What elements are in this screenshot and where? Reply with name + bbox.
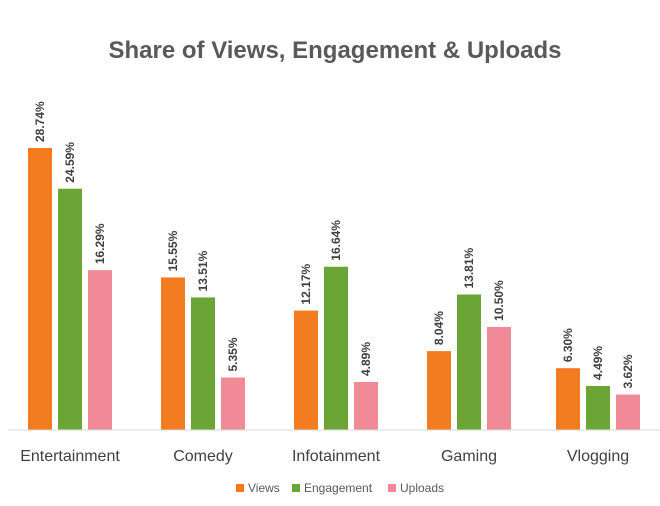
data-labels-group: 28.74% 15.55% 12.17% 8.04% 6.30% 24.59% 13.51%… xyxy=(33,101,635,389)
data-label-views-entertainment: 28.74% xyxy=(33,101,47,142)
data-label-engagement-gaming: 13.81% xyxy=(462,247,476,288)
data-label-uploads-vlogging: 3.62% xyxy=(621,354,635,388)
bar-views-entertainment xyxy=(28,148,52,430)
category-label-entertainment: Entertainment xyxy=(20,448,120,465)
data-label-views-gaming: 8.04% xyxy=(432,311,446,345)
legend: Views Engagement Uploads xyxy=(236,481,444,495)
data-label-uploads-comedy: 5.35% xyxy=(226,337,240,371)
bar-uploads-comedy xyxy=(221,377,245,430)
bar-engagement-entertainment xyxy=(58,188,82,430)
category-label-gaming: Gaming xyxy=(441,448,497,465)
legend-label-uploads: Uploads xyxy=(400,481,444,495)
category-label-comedy: Comedy xyxy=(173,448,233,465)
chart-title: Share of Views, Engagement & Uploads xyxy=(109,37,562,64)
data-label-uploads-gaming: 10.50% xyxy=(492,280,506,321)
bar-engagement-gaming xyxy=(457,294,481,430)
bar-uploads-entertainment xyxy=(88,270,112,430)
bars-group xyxy=(28,148,640,430)
data-label-engagement-comedy: 13.51% xyxy=(196,250,210,291)
data-label-engagement-infotainment: 16.64% xyxy=(329,220,343,261)
bar-uploads-gaming xyxy=(487,326,511,430)
legend-swatch-uploads xyxy=(388,484,396,492)
data-label-uploads-infotainment: 4.89% xyxy=(359,342,373,376)
bar-engagement-vlogging xyxy=(586,385,610,430)
bar-uploads-infotainment xyxy=(354,382,378,430)
data-label-engagement-vlogging: 4.49% xyxy=(591,346,605,380)
category-labels-group: Entertainment Comedy Infotainment Gaming Vlo… xyxy=(20,448,629,465)
data-label-views-vlogging: 6.30% xyxy=(561,328,575,362)
data-label-views-comedy: 15.55% xyxy=(166,230,180,271)
bar-views-comedy xyxy=(161,277,185,430)
bar-views-vlogging xyxy=(556,368,580,430)
bar-engagement-infotainment xyxy=(324,266,348,430)
legend-label-engagement: Engagement xyxy=(304,481,373,495)
bar-engagement-comedy xyxy=(191,297,215,430)
bar-views-gaming xyxy=(427,351,451,430)
category-label-infotainment: Infotainment xyxy=(292,448,381,465)
category-label-vlogging: Vlogging xyxy=(567,448,629,465)
legend-label-views: Views xyxy=(248,481,280,495)
legend-swatch-views xyxy=(236,484,244,492)
data-label-views-infotainment: 12.17% xyxy=(299,264,313,305)
legend-swatch-engagement xyxy=(292,484,300,492)
bar-views-infotainment xyxy=(294,310,318,430)
bar-uploads-vlogging xyxy=(616,394,640,430)
data-label-uploads-entertainment: 16.29% xyxy=(93,223,107,264)
data-label-engagement-entertainment: 24.59% xyxy=(63,142,77,183)
